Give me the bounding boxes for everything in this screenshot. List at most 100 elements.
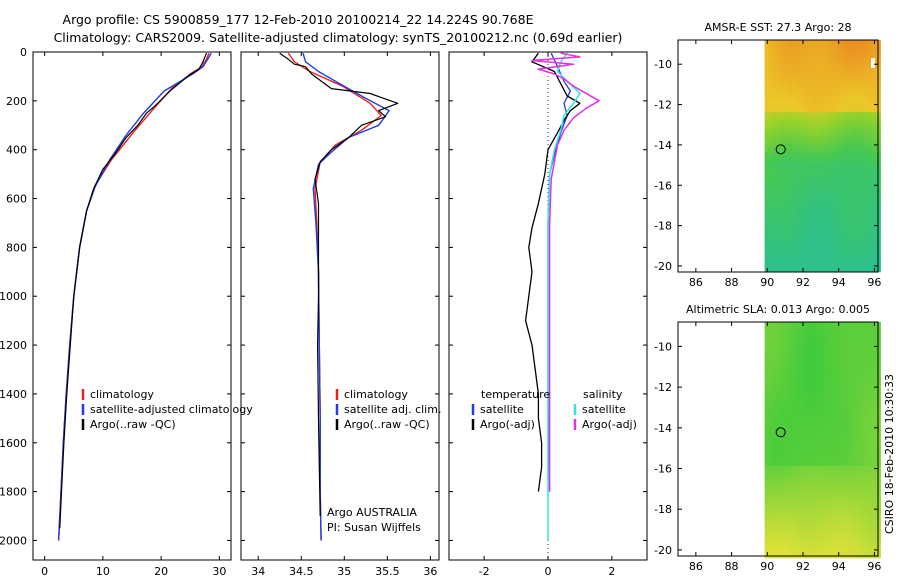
map-cell [844, 112, 849, 117]
map-cell [840, 506, 845, 511]
map-cell [856, 96, 861, 101]
map-cell [816, 252, 821, 257]
map-cell [812, 486, 817, 491]
map-cell [796, 362, 801, 367]
map-cell [768, 378, 773, 383]
map-cell [836, 60, 841, 65]
map-cell [864, 422, 869, 427]
map-cell [872, 458, 877, 463]
map-cell [824, 216, 829, 221]
map-cell [828, 56, 833, 61]
map-cell [812, 342, 817, 347]
map-cell [828, 434, 833, 439]
map-cell [800, 48, 805, 53]
map-cell [780, 446, 785, 451]
map-cell [820, 204, 825, 209]
map-cell [872, 88, 877, 93]
map-cell [804, 378, 809, 383]
map-cell [764, 474, 769, 479]
map-cell [768, 430, 773, 435]
map-cell [772, 188, 777, 193]
map-cell [832, 112, 837, 117]
map-cell [776, 104, 781, 109]
map-cell [860, 370, 865, 375]
map-cell [796, 502, 801, 507]
xtick-label: 34.5 [289, 565, 314, 578]
map-cell [812, 406, 817, 411]
map-cell [776, 390, 781, 395]
map-cell [800, 346, 805, 351]
map-cell [764, 120, 769, 125]
map-cell [836, 208, 841, 213]
map-cell [872, 200, 877, 205]
map-cell [784, 100, 789, 105]
map-cell [860, 502, 865, 507]
map-cell [864, 176, 869, 181]
map-cell [828, 260, 833, 265]
map-cell [864, 88, 869, 93]
map-cell [824, 176, 829, 181]
map-cell [848, 382, 853, 387]
series-line-temperature-satellite [547, 52, 572, 492]
map-cell [824, 88, 829, 93]
map-cell [816, 204, 821, 209]
map-cell [788, 132, 793, 137]
map-cell [796, 422, 801, 427]
map-cell [768, 398, 773, 403]
map-cell [764, 196, 769, 201]
map-cell [808, 124, 813, 129]
map-cell [804, 112, 809, 117]
map-cell [772, 240, 777, 245]
map-cell [796, 152, 801, 157]
map-cell [848, 88, 853, 93]
map-cell [840, 406, 845, 411]
map-cell [840, 100, 845, 105]
map-cell [836, 338, 841, 343]
map-cell [876, 530, 881, 535]
map-cell [808, 458, 813, 463]
map-cell [860, 422, 865, 427]
map-cell [860, 394, 865, 399]
map-frame [677, 39, 879, 273]
map-cell [800, 44, 805, 49]
map-cell [816, 510, 821, 515]
map-cell [868, 506, 873, 511]
map-cell [824, 76, 829, 81]
map-cell [844, 378, 849, 383]
map-cell [856, 184, 861, 189]
map-cell [792, 330, 797, 335]
map-cell [852, 410, 857, 415]
map-cell [876, 256, 881, 261]
map-cell [772, 530, 777, 535]
map-cell [792, 244, 797, 249]
map-cell [784, 136, 789, 141]
map-cell [848, 52, 853, 57]
map-cell [784, 546, 789, 551]
map-cell [840, 236, 845, 241]
map-cell [788, 148, 793, 153]
map-cell [796, 390, 801, 395]
map-cell [780, 458, 785, 463]
map-cell [772, 200, 777, 205]
map-cell [828, 208, 833, 213]
map-cell [792, 394, 797, 399]
map-cell [764, 418, 769, 423]
map-cell [820, 382, 825, 387]
map-cell [872, 180, 877, 185]
map-cell [816, 124, 821, 129]
map-cell [780, 116, 785, 121]
map-cell [856, 494, 861, 499]
map-cell [780, 136, 785, 141]
map-cell [844, 406, 849, 411]
map-cell [828, 148, 833, 153]
map-cell [796, 482, 801, 487]
map-cell [844, 256, 849, 261]
map-cell [816, 128, 821, 133]
map-cell [784, 72, 789, 77]
map-cell [852, 374, 857, 379]
map-cell [852, 220, 857, 225]
map-cell [876, 410, 881, 415]
map-cell [780, 370, 785, 375]
map-cell [800, 498, 805, 503]
map-cell [832, 72, 837, 77]
